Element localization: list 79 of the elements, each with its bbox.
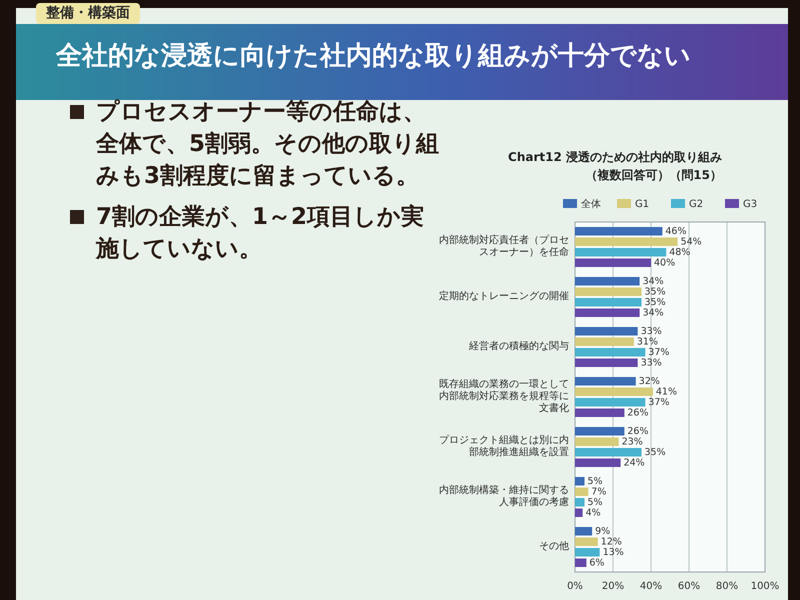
y-tick-label: 経営者の積極的な関与	[469, 341, 569, 353]
bar	[575, 388, 653, 396]
data-label: 24%	[624, 457, 645, 468]
bar	[575, 338, 634, 346]
bar	[575, 488, 588, 496]
y-tick-label: 既存組織の業務の一環として内部統制対応業務を規程等に文書化	[439, 379, 569, 415]
y-tick-label: その他	[539, 541, 569, 553]
legend-label: G3	[743, 199, 758, 210]
bar	[575, 498, 584, 506]
data-label: 37%	[648, 396, 670, 408]
data-label: 40%	[654, 257, 676, 268]
bar	[575, 348, 646, 356]
bar	[575, 427, 624, 436]
data-label: 12%	[600, 536, 622, 548]
data-label: 33%	[640, 357, 662, 368]
data-label: 9%	[595, 526, 610, 537]
chart-subtitle: Chart12 浸透のための社内的取り組み	[507, 149, 722, 166]
bar	[575, 508, 583, 517]
bar	[575, 527, 592, 536]
x-tick-label: 40%	[640, 581, 662, 592]
data-label: 48%	[669, 246, 690, 258]
data-label: 23%	[622, 436, 643, 448]
data-label: 46%	[665, 226, 687, 237]
data-label: 32%	[638, 376, 660, 387]
bar	[575, 538, 598, 546]
data-label: 33%	[640, 326, 662, 337]
bar	[575, 458, 621, 467]
text: 整備・構築面	[36, 3, 140, 24]
data-label: 34%	[642, 276, 664, 287]
data-label: 37%	[648, 346, 670, 358]
bar	[575, 288, 642, 296]
bar	[575, 548, 600, 556]
data-label: 26%	[627, 426, 649, 437]
bar	[575, 277, 640, 286]
bar	[575, 438, 619, 446]
data-label: 31%	[636, 336, 658, 348]
data-label: 41%	[656, 386, 678, 398]
bar	[575, 238, 678, 246]
bar	[575, 398, 646, 406]
bar	[575, 408, 624, 417]
data-label: 35%	[644, 296, 666, 308]
data-label: 7%	[591, 486, 606, 498]
x-tick-label: 20%	[602, 581, 624, 592]
y-tick-label: プロジェクト組織とは別に内部統制推進組織を設置	[439, 435, 569, 459]
bar	[575, 227, 662, 236]
data-label: 5%	[588, 476, 603, 487]
x-tick-label: 100%	[750, 581, 780, 592]
bar	[575, 558, 586, 567]
data-label: 34%	[642, 307, 664, 318]
chart-title: 全社的な浸透に向けた社内的な取り組みが十分でない	[56, 40, 691, 72]
legend-label: G2	[689, 199, 704, 210]
bar	[575, 377, 636, 386]
data-label: 26%	[627, 407, 649, 418]
data-label: 54%	[680, 236, 702, 248]
data-label: 5%	[588, 496, 603, 508]
x-tick-label: 60%	[678, 581, 700, 592]
data-label: 13%	[602, 546, 624, 558]
data-label: 6%	[589, 557, 604, 568]
bar	[575, 448, 642, 456]
data-label: 35%	[644, 286, 666, 298]
bar	[575, 308, 640, 317]
bar	[575, 477, 584, 486]
y-tick-label: 内部統制構築・維持に関する人事評価の考慮	[439, 485, 569, 509]
bar	[575, 298, 642, 306]
data-label: 35%	[644, 446, 666, 458]
bar	[575, 258, 651, 267]
bar	[575, 248, 666, 256]
text: （複数回答可）（問15）	[584, 167, 722, 184]
x-tick-label: 0%	[567, 581, 583, 592]
data-label: 4%	[586, 507, 601, 518]
text: 7割の企業が、1～2項目しか実施していない。	[96, 204, 424, 262]
y-tick-label: 内部統制対応責任者（プロセスオーナー）を任命	[439, 235, 569, 259]
bar	[575, 358, 638, 367]
bar	[575, 327, 638, 336]
text: プロセスオーナー等の任命は、全体で、5割弱。その他の取り組みも3割程度に留まっている。	[96, 98, 440, 191]
legend-label: 全体	[581, 198, 601, 210]
legend-label: G1	[635, 199, 650, 210]
x-tick-label: 80%	[716, 581, 738, 592]
y-tick-label: 定期的なトレーニングの開催	[439, 291, 569, 303]
